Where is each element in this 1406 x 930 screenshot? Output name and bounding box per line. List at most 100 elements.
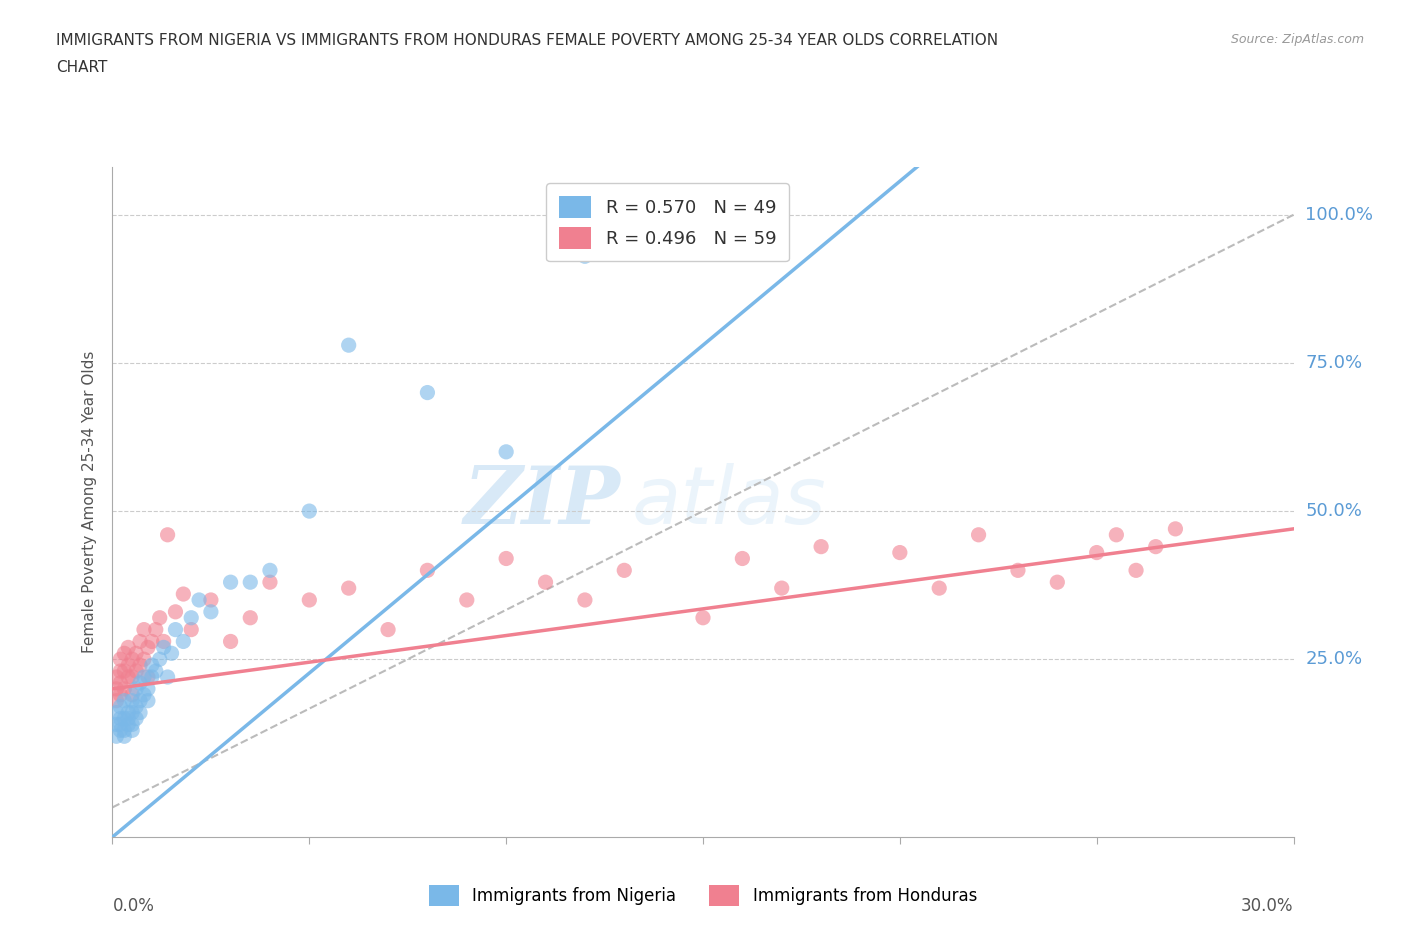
Point xyxy=(112,682,135,697)
Point xyxy=(110,699,132,714)
Point xyxy=(172,634,194,649)
Point xyxy=(337,580,360,595)
Y-axis label: Female Poverty Among 25-34 Year Olds: Female Poverty Among 25-34 Year Olds xyxy=(82,351,97,654)
Point xyxy=(1164,522,1187,537)
Point xyxy=(125,711,148,726)
Point xyxy=(165,622,187,637)
Point xyxy=(219,575,242,590)
Point xyxy=(152,640,174,655)
Point xyxy=(121,652,143,667)
Point xyxy=(132,670,155,684)
Point xyxy=(692,610,714,625)
Point xyxy=(132,687,155,702)
Point xyxy=(110,717,132,732)
Point xyxy=(132,652,155,667)
Point xyxy=(1125,563,1147,578)
Point xyxy=(110,711,132,726)
Point xyxy=(117,711,139,726)
Point xyxy=(145,664,167,679)
Point xyxy=(129,634,152,649)
Point xyxy=(121,687,143,702)
Point xyxy=(136,640,159,655)
Point xyxy=(188,592,211,607)
Point xyxy=(889,545,911,560)
Point xyxy=(110,675,132,690)
Point xyxy=(1046,575,1069,590)
Point xyxy=(180,622,202,637)
Point xyxy=(117,705,139,720)
Text: ZIP: ZIP xyxy=(464,463,620,541)
Point xyxy=(810,539,832,554)
Point xyxy=(110,687,132,702)
Text: 25.0%: 25.0% xyxy=(1305,650,1362,669)
Point xyxy=(259,575,281,590)
Point xyxy=(692,225,714,240)
Point xyxy=(117,658,139,672)
Point xyxy=(456,592,478,607)
Point xyxy=(1085,545,1108,560)
Point xyxy=(731,551,754,566)
Point xyxy=(112,729,135,744)
Point xyxy=(121,705,143,720)
Point xyxy=(145,622,167,637)
Point xyxy=(105,682,128,697)
Point xyxy=(574,249,596,264)
Point xyxy=(172,587,194,602)
Point xyxy=(967,527,990,542)
Point xyxy=(125,699,148,714)
Point xyxy=(141,658,163,672)
Point xyxy=(105,717,128,732)
Point xyxy=(165,604,187,619)
Point xyxy=(1105,527,1128,542)
Point xyxy=(239,610,262,625)
Point xyxy=(110,723,132,737)
Point xyxy=(129,705,152,720)
Point xyxy=(129,693,152,708)
Point xyxy=(298,504,321,519)
Point xyxy=(117,670,139,684)
Text: 50.0%: 50.0% xyxy=(1305,502,1362,520)
Point xyxy=(298,592,321,607)
Point xyxy=(112,664,135,679)
Point xyxy=(152,634,174,649)
Point xyxy=(117,717,139,732)
Text: CHART: CHART xyxy=(56,60,108,75)
Point xyxy=(534,575,557,590)
Point xyxy=(219,634,242,649)
Point xyxy=(337,338,360,352)
Point xyxy=(495,445,517,459)
Point xyxy=(1144,539,1167,554)
Point xyxy=(110,664,132,679)
Point xyxy=(156,670,179,684)
Point xyxy=(125,682,148,697)
Point xyxy=(149,652,172,667)
Point xyxy=(105,729,128,744)
Point xyxy=(1007,563,1029,578)
Point xyxy=(141,670,163,684)
Point xyxy=(160,645,183,660)
Text: Source: ZipAtlas.com: Source: ZipAtlas.com xyxy=(1230,33,1364,46)
Point xyxy=(105,705,128,720)
Point xyxy=(105,670,128,684)
Legend: R = 0.570   N = 49, R = 0.496   N = 59: R = 0.570 N = 49, R = 0.496 N = 59 xyxy=(546,183,789,261)
Point xyxy=(117,640,139,655)
Point xyxy=(121,693,143,708)
Text: atlas: atlas xyxy=(633,463,827,541)
Point xyxy=(180,610,202,625)
Point xyxy=(495,551,517,566)
Point xyxy=(121,717,143,732)
Legend: Immigrants from Nigeria, Immigrants from Honduras: Immigrants from Nigeria, Immigrants from… xyxy=(422,879,984,912)
Text: 75.0%: 75.0% xyxy=(1305,354,1362,372)
Point xyxy=(112,693,135,708)
Point xyxy=(416,563,439,578)
Point xyxy=(149,610,172,625)
Point xyxy=(112,723,135,737)
Point xyxy=(200,592,222,607)
Point xyxy=(259,563,281,578)
Point xyxy=(110,652,132,667)
Point xyxy=(112,711,135,726)
Point xyxy=(239,575,262,590)
Point xyxy=(125,664,148,679)
Point xyxy=(136,670,159,684)
Point xyxy=(136,682,159,697)
